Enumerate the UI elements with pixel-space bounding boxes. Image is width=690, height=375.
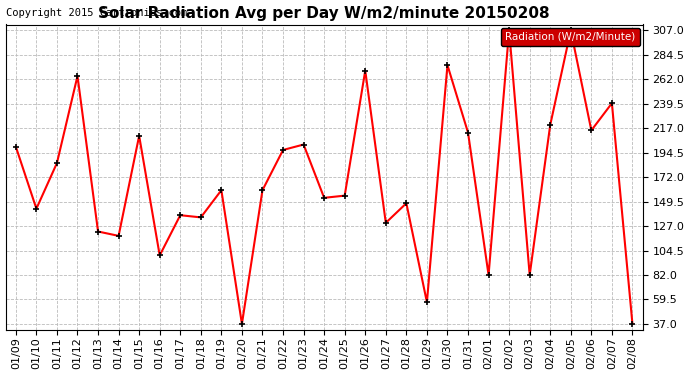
Legend: Radiation (W/m2/Minute): Radiation (W/m2/Minute) [501, 28, 640, 46]
Text: Copyright 2015 Cartronics.com: Copyright 2015 Cartronics.com [6, 8, 187, 18]
Title: Solar Radiation Avg per Day W/m2/minute 20150208: Solar Radiation Avg per Day W/m2/minute … [99, 6, 550, 21]
